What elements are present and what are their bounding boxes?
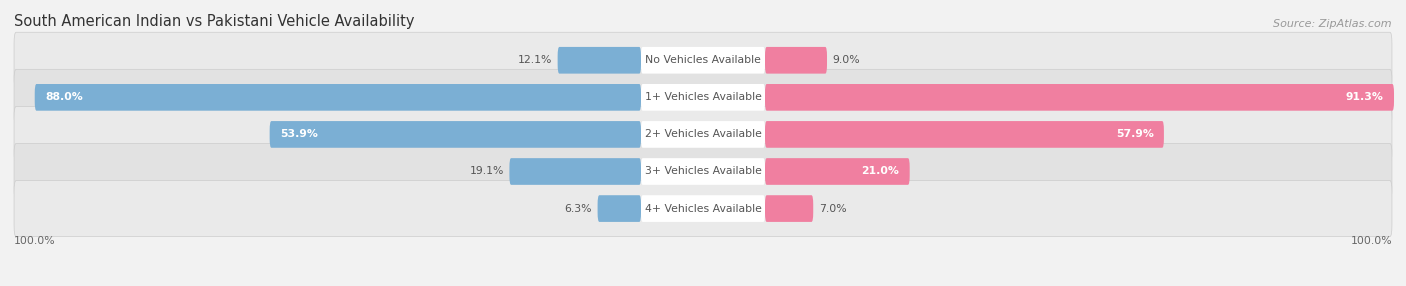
FancyBboxPatch shape — [14, 106, 1392, 162]
Text: 2+ Vehicles Available: 2+ Vehicles Available — [644, 130, 762, 139]
FancyBboxPatch shape — [765, 47, 827, 74]
FancyBboxPatch shape — [765, 195, 813, 222]
Text: 3+ Vehicles Available: 3+ Vehicles Available — [644, 166, 762, 176]
FancyBboxPatch shape — [765, 158, 910, 185]
Text: 21.0%: 21.0% — [862, 166, 900, 176]
Text: South American Indian vs Pakistani Vehicle Availability: South American Indian vs Pakistani Vehic… — [14, 14, 415, 29]
FancyBboxPatch shape — [558, 47, 641, 74]
FancyBboxPatch shape — [641, 121, 765, 148]
Text: 53.9%: 53.9% — [280, 130, 318, 139]
FancyBboxPatch shape — [641, 47, 765, 74]
FancyBboxPatch shape — [641, 195, 765, 222]
Text: 91.3%: 91.3% — [1346, 92, 1384, 102]
Text: No Vehicles Available: No Vehicles Available — [645, 55, 761, 65]
Text: 100.0%: 100.0% — [14, 236, 56, 246]
FancyBboxPatch shape — [641, 84, 765, 111]
Text: 9.0%: 9.0% — [832, 55, 860, 65]
FancyBboxPatch shape — [270, 121, 641, 148]
Text: 4+ Vehicles Available: 4+ Vehicles Available — [644, 204, 762, 214]
FancyBboxPatch shape — [765, 121, 1164, 148]
Text: 6.3%: 6.3% — [565, 204, 592, 214]
FancyBboxPatch shape — [14, 144, 1392, 200]
Text: 57.9%: 57.9% — [1116, 130, 1153, 139]
FancyBboxPatch shape — [765, 84, 1393, 111]
FancyBboxPatch shape — [14, 32, 1392, 88]
FancyBboxPatch shape — [641, 158, 765, 185]
Text: 19.1%: 19.1% — [470, 166, 503, 176]
FancyBboxPatch shape — [14, 180, 1392, 237]
FancyBboxPatch shape — [35, 84, 641, 111]
Text: 12.1%: 12.1% — [517, 55, 553, 65]
FancyBboxPatch shape — [14, 69, 1392, 125]
Text: Source: ZipAtlas.com: Source: ZipAtlas.com — [1274, 19, 1392, 29]
FancyBboxPatch shape — [509, 158, 641, 185]
FancyBboxPatch shape — [598, 195, 641, 222]
Text: 100.0%: 100.0% — [1350, 236, 1392, 246]
Text: 7.0%: 7.0% — [818, 204, 846, 214]
Text: 88.0%: 88.0% — [45, 92, 83, 102]
Text: 1+ Vehicles Available: 1+ Vehicles Available — [644, 92, 762, 102]
